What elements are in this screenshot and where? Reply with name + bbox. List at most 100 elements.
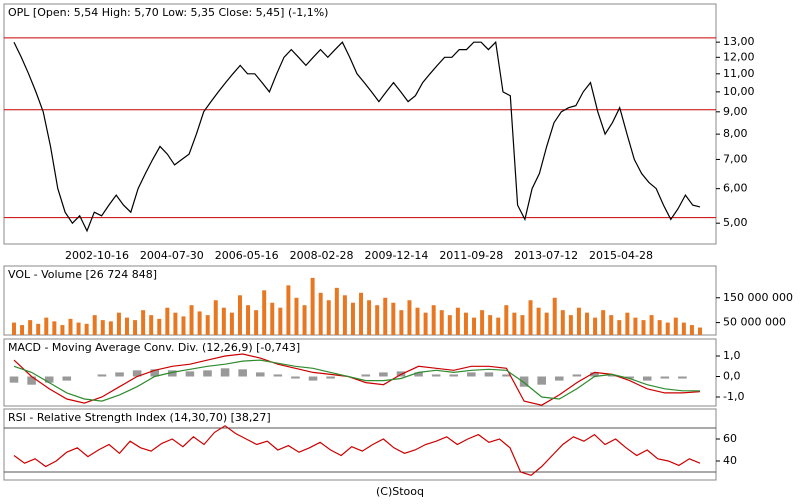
bar bbox=[502, 374, 511, 377]
bar bbox=[480, 310, 485, 335]
bar bbox=[673, 317, 678, 335]
bar bbox=[536, 307, 541, 335]
bar bbox=[520, 315, 525, 335]
bar bbox=[173, 312, 178, 335]
bar bbox=[568, 315, 573, 335]
bar bbox=[294, 297, 299, 335]
bar bbox=[625, 376, 634, 379]
bar bbox=[220, 368, 230, 377]
y-tick-label: 11,00 bbox=[723, 67, 755, 80]
bar bbox=[504, 305, 509, 335]
bar bbox=[665, 322, 670, 335]
bar bbox=[291, 376, 300, 379]
line bbox=[13, 353, 701, 406]
bar bbox=[28, 320, 33, 335]
bar bbox=[185, 371, 195, 377]
panel-title: RSI - Relative Strength Index (14,30,70)… bbox=[8, 411, 271, 424]
bar bbox=[649, 315, 654, 335]
bar bbox=[407, 300, 412, 335]
bar bbox=[237, 295, 242, 335]
bar bbox=[554, 376, 564, 381]
bar bbox=[255, 372, 265, 377]
bar bbox=[660, 376, 670, 379]
bar bbox=[560, 310, 565, 335]
bar bbox=[633, 317, 638, 335]
bar bbox=[431, 305, 436, 335]
panel bbox=[3, 408, 717, 481]
bar bbox=[254, 310, 259, 335]
bar bbox=[318, 292, 323, 335]
bar bbox=[367, 300, 372, 335]
bar bbox=[60, 325, 65, 335]
bar bbox=[20, 325, 25, 335]
bar bbox=[150, 369, 160, 377]
bar bbox=[108, 321, 113, 335]
bar bbox=[76, 322, 81, 335]
line bbox=[13, 40, 701, 233]
bar bbox=[572, 374, 582, 377]
y-tick-label: 7,00 bbox=[723, 152, 748, 165]
bar bbox=[576, 307, 581, 335]
bar bbox=[52, 321, 57, 335]
bar bbox=[62, 376, 72, 381]
bar bbox=[12, 322, 16, 335]
bar bbox=[496, 317, 501, 335]
bar bbox=[246, 305, 251, 335]
bar bbox=[205, 315, 210, 335]
y-tick-label: 10,00 bbox=[723, 85, 755, 98]
bar bbox=[609, 315, 614, 335]
bar bbox=[415, 307, 420, 335]
bar bbox=[689, 325, 694, 335]
bar bbox=[270, 302, 275, 335]
bar bbox=[544, 312, 549, 335]
bar bbox=[698, 327, 702, 335]
bar bbox=[262, 290, 267, 335]
bar bbox=[221, 307, 226, 335]
bar bbox=[657, 320, 662, 335]
bar bbox=[681, 322, 686, 335]
y-tick-label: 8,00 bbox=[723, 127, 748, 140]
bar bbox=[229, 312, 234, 335]
bar bbox=[334, 287, 339, 335]
y-tick-label: -1,0 bbox=[723, 390, 744, 403]
bar bbox=[449, 374, 459, 377]
bar bbox=[519, 376, 529, 387]
bar bbox=[197, 311, 202, 335]
x-tick-label: 2008-02-28 bbox=[290, 249, 354, 262]
bar bbox=[512, 312, 517, 335]
panel bbox=[3, 3, 717, 245]
bar bbox=[488, 315, 493, 335]
x-tick-label: 2011-09-28 bbox=[439, 249, 503, 262]
x-tick-label: 2015-04-28 bbox=[589, 249, 653, 262]
line bbox=[13, 425, 701, 476]
x-tick-label: 2002-10-16 bbox=[65, 249, 129, 262]
bar bbox=[302, 305, 307, 335]
bar bbox=[375, 305, 380, 335]
x-tick-label: 2006-05-16 bbox=[215, 249, 279, 262]
bar bbox=[383, 297, 388, 335]
bar bbox=[168, 370, 177, 377]
bar bbox=[431, 374, 441, 377]
y-tick-label: 5,00 bbox=[723, 216, 748, 229]
bar bbox=[116, 312, 121, 335]
bar bbox=[68, 318, 73, 335]
bar bbox=[414, 372, 423, 377]
bar bbox=[379, 372, 388, 377]
y-tick-label: 150 000 000 bbox=[723, 291, 793, 304]
bar bbox=[350, 302, 355, 335]
y-tick-label: 9,00 bbox=[723, 105, 748, 118]
bar bbox=[124, 317, 129, 335]
bar bbox=[607, 374, 617, 377]
bar bbox=[391, 302, 396, 335]
bar bbox=[181, 316, 186, 335]
bar bbox=[326, 300, 331, 335]
bar bbox=[97, 374, 107, 377]
x-tick-label: 2009-12-14 bbox=[364, 249, 428, 262]
bar bbox=[149, 315, 154, 335]
bar bbox=[84, 323, 89, 335]
bar bbox=[472, 317, 477, 335]
y-tick-label: 0,0 bbox=[723, 369, 741, 382]
bar bbox=[165, 307, 170, 335]
bar bbox=[642, 376, 652, 381]
bar bbox=[467, 372, 476, 377]
